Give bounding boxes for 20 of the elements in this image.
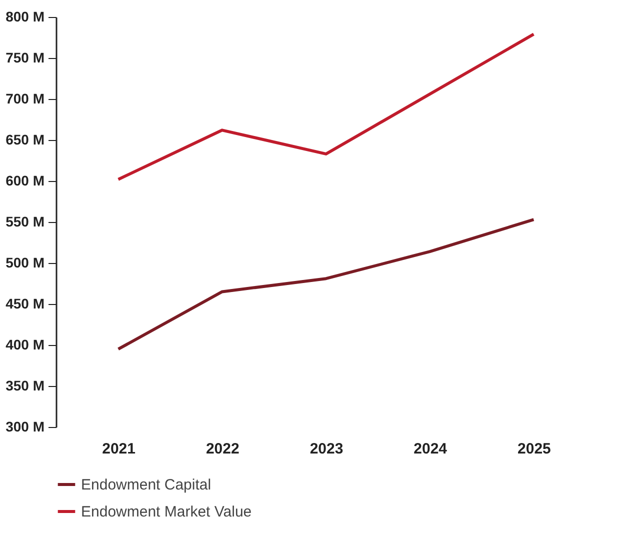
y-tick-label: 450 M: [6, 296, 44, 312]
line-series: [116, 218, 536, 351]
legend-label: Endowment Capital: [81, 476, 212, 494]
y-tick-label: 800 M: [6, 8, 44, 24]
y-tick-label: 350 M: [6, 378, 44, 394]
y-tick-label: 600 M: [6, 172, 44, 188]
y-tick-label: 650 M: [6, 132, 44, 148]
x-tick-label: 2024: [414, 440, 448, 458]
legend-label: Endowment Market Value: [81, 504, 252, 520]
y-tick-label: 700 M: [6, 90, 44, 106]
y-tick-label: 300 M: [6, 418, 44, 434]
x-tick-label: 2023: [310, 440, 344, 458]
y-tick-label: 400 M: [6, 336, 44, 352]
y-tick-label: 500 M: [6, 254, 44, 270]
x-tick-label: 2022: [206, 440, 240, 458]
y-tick-label: 550 M: [6, 214, 44, 230]
line-series: [116, 32, 536, 181]
y-tick-label: 750 M: [6, 50, 44, 66]
x-tick-label: 2025: [518, 440, 551, 458]
x-tick-label: 2021: [102, 440, 136, 458]
